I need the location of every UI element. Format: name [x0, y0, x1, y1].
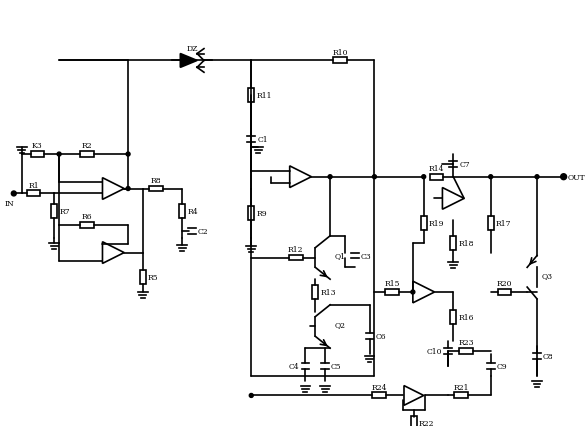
- Text: R17: R17: [496, 219, 511, 227]
- Polygon shape: [180, 55, 197, 68]
- Bar: [450, 236, 456, 250]
- Text: C4: C4: [289, 362, 299, 370]
- Text: R15: R15: [384, 280, 400, 287]
- Text: Q3: Q3: [542, 272, 553, 280]
- Text: C8: C8: [543, 352, 554, 360]
- Bar: [498, 289, 512, 295]
- Bar: [421, 217, 427, 230]
- Bar: [411, 416, 417, 430]
- Text: R23: R23: [458, 338, 474, 347]
- Circle shape: [561, 174, 567, 180]
- Bar: [80, 152, 94, 158]
- Circle shape: [373, 175, 376, 179]
- Text: Q2: Q2: [335, 321, 346, 329]
- Text: R4: R4: [187, 208, 198, 216]
- Bar: [26, 191, 40, 197]
- Text: R6: R6: [81, 212, 92, 221]
- Text: K3: K3: [32, 142, 43, 150]
- Circle shape: [57, 153, 61, 157]
- Circle shape: [328, 175, 332, 179]
- Text: R14: R14: [429, 164, 444, 172]
- Bar: [450, 310, 456, 324]
- Text: R5: R5: [148, 273, 158, 282]
- Text: R13: R13: [320, 289, 336, 296]
- Text: DZ: DZ: [186, 45, 198, 52]
- Bar: [140, 270, 146, 285]
- Text: C7: C7: [459, 160, 470, 169]
- Bar: [80, 222, 94, 228]
- Bar: [248, 89, 254, 103]
- Text: R2: R2: [81, 142, 92, 150]
- Text: R22: R22: [419, 419, 434, 427]
- Circle shape: [535, 175, 539, 179]
- Bar: [179, 205, 185, 218]
- Circle shape: [126, 153, 130, 157]
- Circle shape: [411, 290, 415, 294]
- Text: R24: R24: [372, 383, 387, 390]
- Bar: [430, 174, 444, 180]
- Bar: [373, 393, 386, 399]
- Bar: [385, 289, 399, 295]
- Bar: [248, 207, 254, 221]
- Text: R18: R18: [458, 239, 473, 247]
- Text: R20: R20: [497, 280, 512, 287]
- Text: IN: IN: [5, 200, 15, 208]
- Text: C5: C5: [331, 362, 342, 370]
- Text: R7: R7: [59, 208, 70, 216]
- Bar: [289, 255, 302, 261]
- Text: R16: R16: [458, 313, 473, 321]
- Text: C10: C10: [427, 347, 442, 355]
- Text: R10: R10: [332, 49, 347, 56]
- Circle shape: [489, 175, 493, 179]
- Bar: [30, 152, 45, 158]
- Text: C2: C2: [198, 227, 209, 235]
- Bar: [51, 205, 57, 218]
- Bar: [149, 186, 162, 192]
- Text: R1: R1: [28, 181, 39, 189]
- Bar: [333, 58, 347, 64]
- Circle shape: [249, 393, 253, 397]
- Circle shape: [422, 175, 425, 179]
- Bar: [488, 217, 493, 230]
- Text: C6: C6: [376, 332, 386, 341]
- Bar: [312, 286, 318, 299]
- Text: R12: R12: [288, 245, 304, 253]
- Text: R8: R8: [151, 176, 161, 184]
- Bar: [454, 393, 468, 399]
- Bar: [459, 348, 473, 354]
- Text: R21: R21: [454, 383, 469, 390]
- Text: R9: R9: [256, 210, 267, 218]
- Text: R11: R11: [256, 92, 272, 100]
- Circle shape: [126, 187, 130, 191]
- Circle shape: [11, 191, 16, 197]
- Text: OUT: OUT: [568, 173, 585, 181]
- Text: Q1: Q1: [335, 252, 346, 260]
- Text: C9: C9: [496, 362, 507, 370]
- Text: C1: C1: [257, 136, 268, 144]
- Text: R19: R19: [428, 219, 444, 227]
- Text: C3: C3: [360, 252, 372, 260]
